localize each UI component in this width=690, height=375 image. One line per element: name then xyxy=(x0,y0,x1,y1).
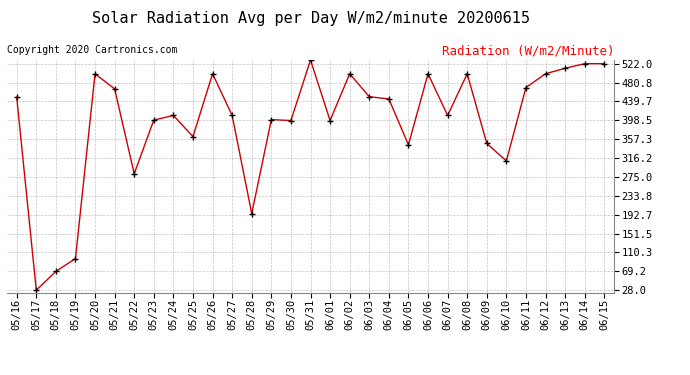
Text: Solar Radiation Avg per Day W/m2/minute 20200615: Solar Radiation Avg per Day W/m2/minute … xyxy=(92,11,529,26)
Text: Copyright 2020 Cartronics.com: Copyright 2020 Cartronics.com xyxy=(7,45,177,55)
Text: Radiation (W/m2/Minute): Radiation (W/m2/Minute) xyxy=(442,45,614,58)
